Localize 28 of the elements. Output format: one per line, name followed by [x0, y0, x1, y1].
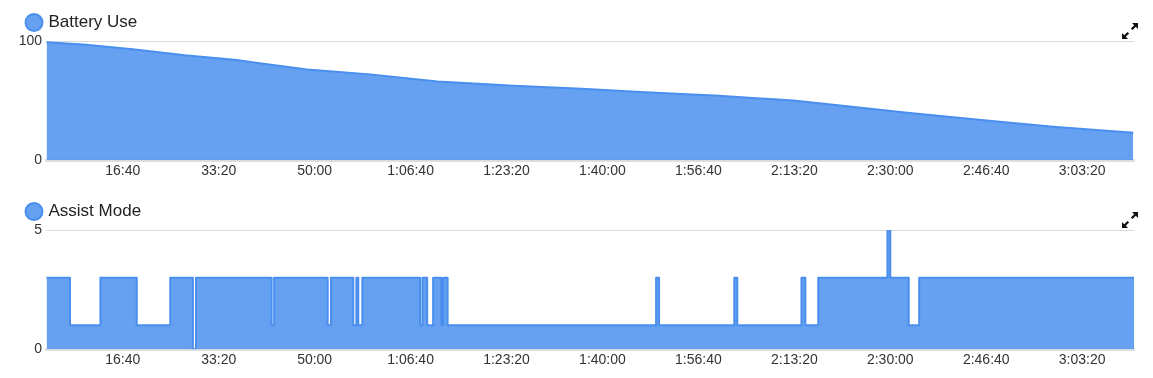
x-tick-label: 2:13:20 — [771, 162, 818, 179]
x-tick-label: 1:06:40 — [387, 162, 435, 179]
x-tick-label: 2:30:00 — [866, 351, 914, 368]
x-tick-label: 1:23:20 — [483, 162, 531, 179]
y-tick-label: 5 — [34, 220, 43, 237]
legend-label: Assist Mode — [48, 201, 142, 221]
x-tick-label: 50:00 — [297, 162, 333, 179]
x-tick-label: 50:00 — [297, 351, 333, 368]
x-tick-label: 1:56:40 — [675, 351, 722, 368]
x-tick-label: 2:46:40 — [962, 162, 1010, 179]
x-tick-label: 2:13:20 — [771, 351, 818, 368]
x-tick-label: 16:40 — [105, 162, 141, 179]
x-tick-label: 16:40 — [105, 351, 141, 368]
y-tick-label: 100 — [18, 31, 43, 48]
x-tick-label: 33:20 — [201, 162, 237, 179]
x-tick-label: 3:03:20 — [1058, 162, 1106, 179]
x-tick-label: 1:56:40 — [675, 162, 722, 179]
x-tick-label: 33:20 — [201, 351, 237, 368]
x-tick-label: 1:40:00 — [579, 351, 627, 368]
x-tick-label: 3:03:20 — [1058, 351, 1106, 368]
x-tick-label: 1:06:40 — [387, 351, 435, 368]
x-tick-label: 2:46:40 — [962, 351, 1010, 368]
x-tick-label: 1:23:20 — [483, 351, 531, 368]
y-tick-label: 0 — [34, 151, 43, 168]
x-tick-label: 1:40:00 — [579, 162, 627, 179]
legend-label: Battery Use — [48, 12, 138, 32]
y-tick-label: 0 — [34, 340, 43, 357]
x-tick-label: 2:30:00 — [866, 162, 914, 179]
